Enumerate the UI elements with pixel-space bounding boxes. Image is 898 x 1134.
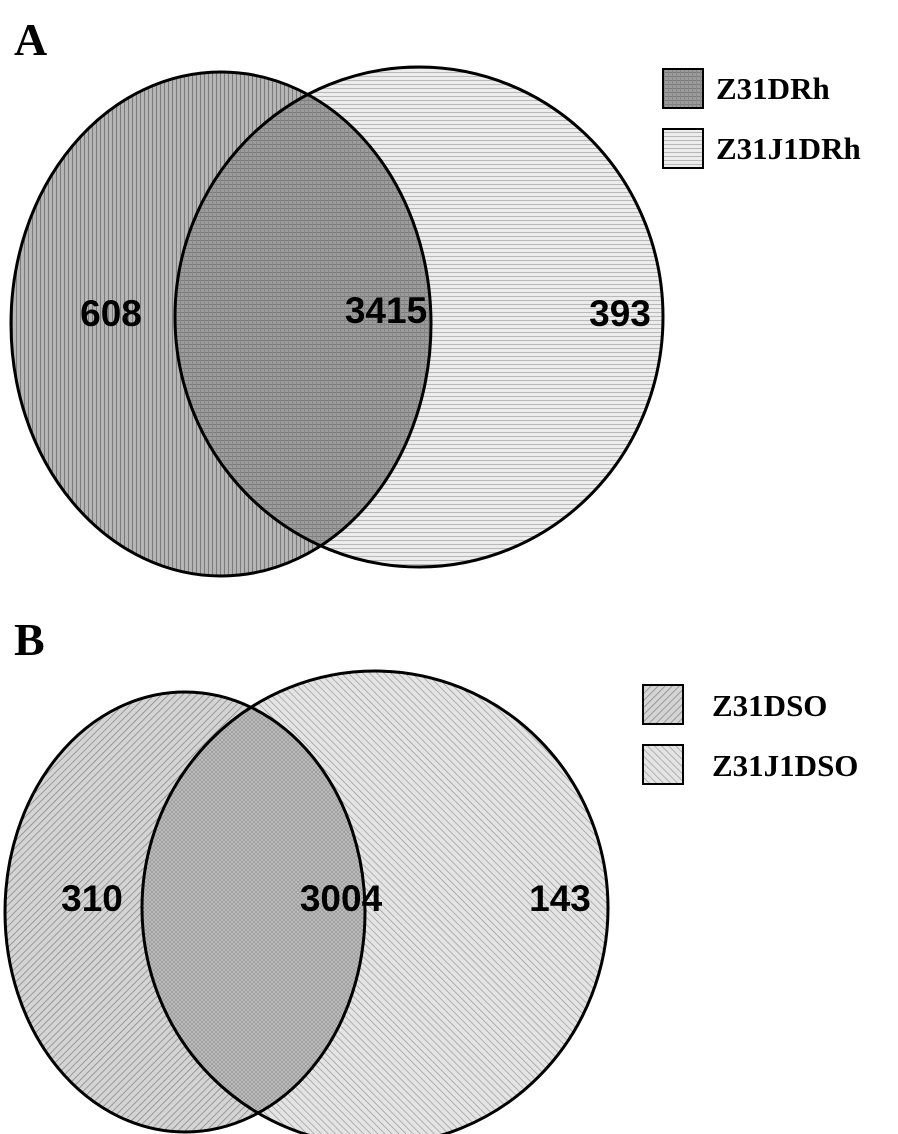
legend-label-z31dso: Z31DSO: [712, 688, 827, 723]
legend-label-z31drh: Z31DRh: [716, 71, 830, 106]
legend-a: Z31DRh Z31J1DRh: [662, 68, 861, 169]
legend-label-z31j1dso: Z31J1DSO: [712, 748, 858, 783]
panel-b: B 310 3004 143 Z31DSO Z31J1DSO: [3, 614, 858, 1134]
legend-swatch-z31j1drh: [662, 128, 704, 169]
set-outline-z31j1dso: [140, 669, 610, 1134]
venn-b: [3, 669, 610, 1134]
set-outline-z31drh: [9, 70, 433, 578]
count-overlap-b: 3004: [300, 878, 383, 919]
count-left-only-b: 310: [61, 878, 123, 919]
count-overlap-a: 3415: [345, 290, 427, 331]
panel-a-letter: A: [14, 14, 47, 65]
overlap-region-a: [175, 72, 431, 567]
legend-swatch-z31dso: [642, 684, 684, 725]
overlap-region-b: [142, 692, 365, 1132]
set-outline-z31dso: [3, 690, 367, 1134]
count-right-only-a: 393: [589, 293, 651, 334]
legend-swatch-z31drh: [662, 68, 704, 109]
legend-swatch-z31j1dso: [642, 744, 684, 785]
panel-a: A 608 3415 393 Z31DRh Z31J1DRh: [9, 14, 861, 578]
count-left-only-a: 608: [80, 293, 142, 334]
panel-b-letter: B: [14, 614, 45, 665]
legend-label-z31j1drh: Z31J1DRh: [716, 131, 861, 166]
set-outline-z31j1drh: [173, 65, 665, 569]
count-right-only-b: 143: [529, 878, 591, 919]
legend-b: Z31DSO Z31J1DSO: [642, 684, 858, 785]
venn-a: [9, 65, 665, 578]
